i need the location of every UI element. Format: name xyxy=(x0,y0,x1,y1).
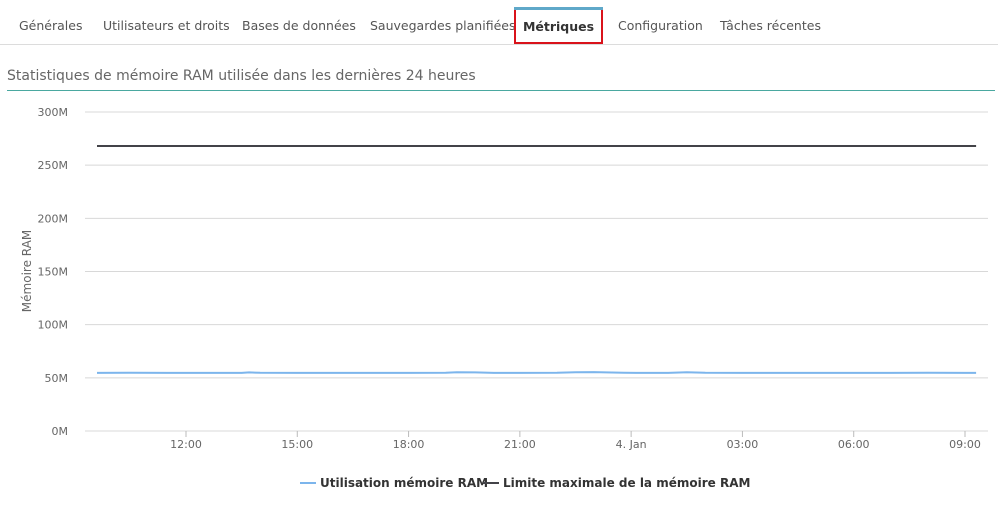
usage-swatch xyxy=(300,481,316,484)
legend-label-limit: Limite maximale de la mémoire RAM xyxy=(503,476,751,490)
y-tick-label: 200M xyxy=(38,212,69,225)
x-tick-label: 03:00 xyxy=(727,438,759,451)
chart-series xyxy=(96,145,977,374)
y-tick-label: 250M xyxy=(38,159,69,172)
x-tick-label: 4. Jan xyxy=(616,438,647,451)
y-tick-label: 50M xyxy=(45,372,69,385)
y-axis-ticks: 0M 50M 100M 150M 200M 250M 300M xyxy=(38,106,69,438)
tab-configuration[interactable]: Configuration xyxy=(618,18,703,33)
title-divider xyxy=(7,90,995,91)
x-tick-label: 15:00 xyxy=(281,438,313,451)
y-tick-label: 300M xyxy=(38,106,69,119)
tab-utilisateurs-et-droits[interactable]: Utilisateurs et droits xyxy=(103,18,230,33)
chart-grid xyxy=(85,111,988,432)
y-tick-label: 150M xyxy=(38,266,69,279)
legend-label-usage: Utilisation mémoire RAM xyxy=(320,476,489,490)
x-tick-label: 12:00 xyxy=(170,438,202,451)
limit-swatch xyxy=(483,481,499,484)
tab-sauvegardes-planifiees[interactable]: Sauvegardes planifiées xyxy=(370,18,516,33)
y-tick-label: 100M xyxy=(38,319,69,332)
x-tick-label: 06:00 xyxy=(838,438,870,451)
y-tick-label: 0M xyxy=(52,425,69,438)
legend-item-limit[interactable]: Limite maximale de la mémoire RAM xyxy=(483,476,750,492)
usage-series-line xyxy=(96,371,977,374)
y-axis-label: Mémoire RAM xyxy=(20,230,34,312)
tab-bases-de-donnees[interactable]: Bases de données xyxy=(242,18,356,33)
tab-bar: Générales Utilisateurs et droits Bases d… xyxy=(0,0,998,45)
tab-taches-recentes[interactable]: Tâches récentes xyxy=(720,18,821,33)
x-tick-label: 09:00 xyxy=(949,438,981,451)
tab-metriques[interactable]: Métriques xyxy=(514,7,603,44)
x-tick-label: 21:00 xyxy=(504,438,536,451)
section-title: Statistiques de mémoire RAM utilisée dan… xyxy=(7,68,476,84)
tab-generales[interactable]: Générales xyxy=(19,18,83,33)
x-axis-ticks: 12:00 15:00 18:00 21:00 4. Jan 03:00 06:00 09:0… xyxy=(170,431,981,451)
legend-item-usage[interactable]: Utilisation mémoire RAM xyxy=(300,476,488,492)
x-tick-label: 18:00 xyxy=(393,438,425,451)
